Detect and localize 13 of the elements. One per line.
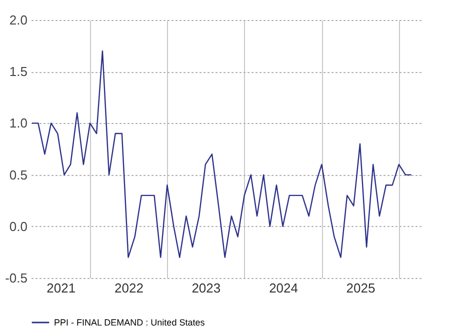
line-series [31,50,412,258]
x-tick-label: 2025 [346,280,376,296]
x-tick-label: 2024 [269,280,298,296]
y-tick-label: 1.0 [9,116,28,131]
y-tick-label: -0.5 [5,270,28,286]
x-tick-label: 2023 [192,280,221,296]
legend-label: PPI - FINAL DEMAND : United States [54,318,206,328]
y-tick-label: 1.5 [9,64,28,80]
y-tick-label: 0.5 [9,167,28,182]
x-tick-label: 2021 [46,280,76,296]
x-tick-label: 2022 [114,280,144,296]
y-tick-label: 2.0 [9,12,28,28]
y-tick-label: 0.0 [9,218,28,234]
